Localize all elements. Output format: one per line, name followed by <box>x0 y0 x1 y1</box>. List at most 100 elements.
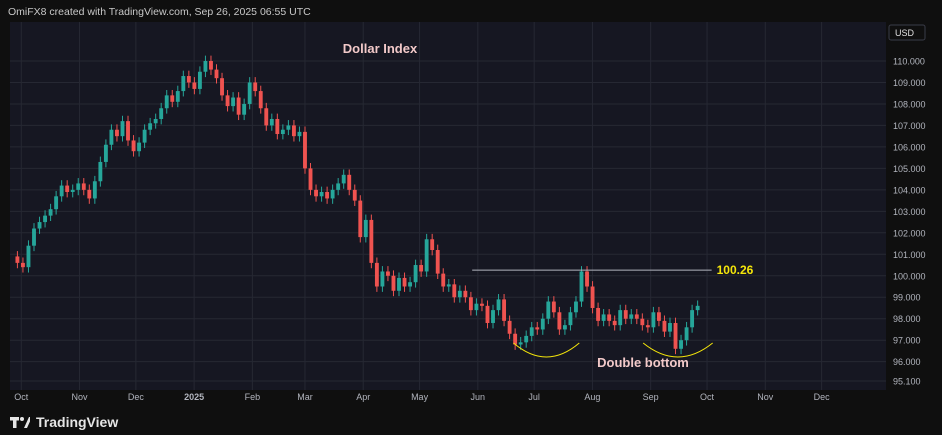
candle-body <box>164 95 169 109</box>
resistance-label: 100.26 <box>717 263 754 277</box>
candle-body <box>457 290 462 298</box>
candle-body <box>170 95 175 102</box>
candle-body <box>601 314 606 321</box>
candle-body <box>668 323 672 332</box>
candle-body <box>181 76 186 92</box>
y-tick-label: 100.000 <box>893 271 926 281</box>
x-tick-label: 2025 <box>184 392 204 402</box>
candle-body <box>474 303 479 311</box>
candle-body <box>369 219 374 263</box>
candle-body <box>203 61 208 72</box>
candle-body <box>115 129 119 137</box>
candle-body <box>15 256 20 263</box>
x-tick-label: Dec <box>128 392 145 402</box>
candle-body <box>374 262 379 287</box>
currency-label: USD <box>895 28 915 38</box>
y-tick-label: 106.000 <box>893 142 926 152</box>
candles-group <box>15 55 700 355</box>
price-axis[interactable]: 110.000 109.000 108.000 107.000 106.000 105.0… <box>893 57 926 387</box>
x-tick-label: Dec <box>814 392 831 402</box>
candle-body <box>562 325 567 330</box>
candle-body <box>209 61 213 70</box>
y-tick-label: 109.000 <box>893 78 926 88</box>
candle-body <box>419 265 424 272</box>
x-tick-label: Nov <box>72 392 89 402</box>
candle-body <box>59 185 64 197</box>
candle-body <box>363 219 368 238</box>
y-tick-label: 101.000 <box>893 250 926 260</box>
candle-body <box>695 305 700 311</box>
candle-body <box>220 78 224 96</box>
candle-body <box>142 129 147 143</box>
candle-body <box>629 314 634 319</box>
candle-body <box>402 277 407 287</box>
time-axis[interactable]: Oct Nov Dec 2025 Feb Mar Apr May Jun Jul Aug Sep Oct… <box>14 392 830 402</box>
candle-body <box>65 185 70 193</box>
candle-body <box>623 310 628 319</box>
candle-body <box>225 95 230 107</box>
candle-body <box>37 222 42 229</box>
candle-body <box>76 183 81 190</box>
candle-body <box>618 310 623 326</box>
candle-body <box>557 312 562 330</box>
candle-body <box>651 312 656 328</box>
x-tick-label: Aug <box>584 392 600 402</box>
annotations-group: 100.26 Double bottom <box>472 263 754 370</box>
candle-body <box>247 82 252 104</box>
candle-body <box>518 342 523 345</box>
candle-body <box>109 129 114 145</box>
candle-body <box>607 314 612 321</box>
y-tick-label: 98.000 <box>893 314 921 324</box>
candle-body <box>452 284 457 298</box>
x-tick-label: Jul <box>528 392 540 402</box>
candle-body <box>596 307 601 321</box>
candle-body <box>513 333 518 345</box>
candle-body <box>264 108 269 126</box>
candle-body <box>308 168 313 190</box>
candle-body <box>391 275 396 291</box>
candle-body <box>92 181 97 199</box>
candle-body <box>435 249 440 274</box>
tradingview-footer[interactable]: TradingView <box>10 414 118 430</box>
y-tick-label: 99.000 <box>893 293 921 303</box>
y-tick-label: 95.100 <box>893 377 921 387</box>
tradingview-logo-icon <box>10 417 30 428</box>
plot-area <box>10 22 886 390</box>
candle-body <box>148 123 153 130</box>
candle-body <box>352 189 357 201</box>
candle-body <box>325 192 330 199</box>
x-tick-label: Apr <box>356 392 370 402</box>
candle-body <box>43 215 47 223</box>
bottom-arc[interactable] <box>513 342 580 358</box>
candle-body <box>590 286 595 308</box>
candle-body <box>314 189 318 197</box>
candle-body <box>679 340 683 349</box>
y-tick-label: 107.000 <box>893 121 926 131</box>
candle-body <box>546 301 551 319</box>
attribution-header: OmiFX8 created with TradingView.com, Sep… <box>8 6 311 18</box>
x-tick-label: Oct <box>14 392 29 402</box>
candle-body <box>441 273 446 287</box>
candle-body <box>579 271 584 302</box>
candle-body <box>319 192 324 197</box>
candle-body <box>446 284 451 287</box>
currency-badge[interactable]: USD <box>888 24 926 41</box>
x-tick-label: Feb <box>245 392 261 402</box>
candle-body <box>275 118 280 135</box>
candle-body <box>70 189 75 193</box>
candle-body <box>612 320 617 326</box>
candle-body <box>656 312 661 321</box>
candle-body <box>524 335 529 343</box>
candle-body <box>126 121 130 141</box>
candle-body <box>673 323 678 349</box>
candle-body <box>574 301 578 313</box>
candle-body <box>81 183 86 190</box>
candle-body <box>529 327 534 336</box>
x-tick-label: Mar <box>297 392 313 402</box>
y-tick-label: 102.000 <box>893 228 926 238</box>
candle-body <box>485 305 490 324</box>
candle-body <box>502 299 507 321</box>
bottom-arc[interactable] <box>642 342 713 358</box>
